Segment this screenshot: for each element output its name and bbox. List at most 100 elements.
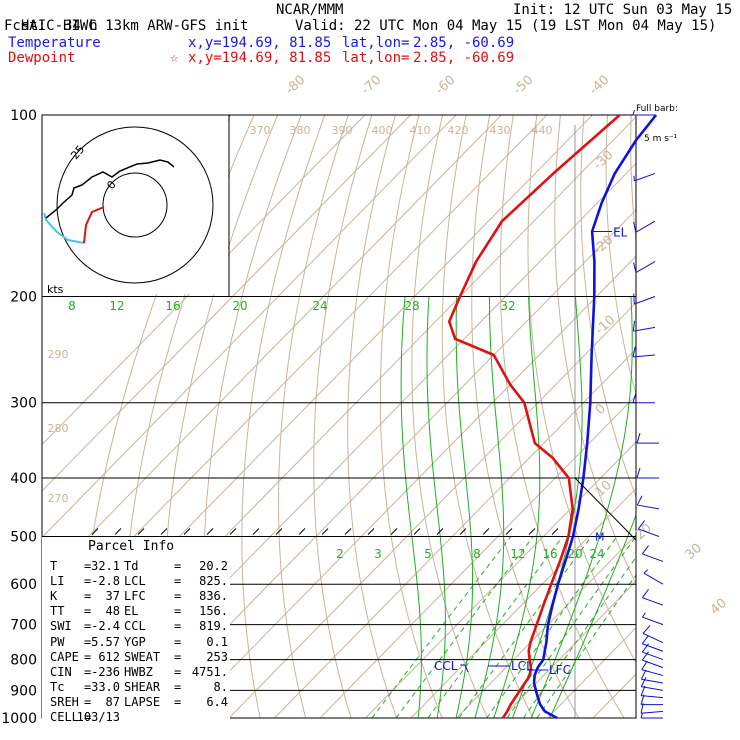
parcel-eq: = xyxy=(174,649,182,664)
theta-label: 420 xyxy=(448,124,469,137)
freezing-tick xyxy=(528,528,536,535)
parcel-value: 87 xyxy=(105,694,120,709)
isotherm-label: -70 xyxy=(359,73,385,98)
isotherm-label: 30 xyxy=(683,541,705,563)
dry-adiabat-line xyxy=(554,115,636,585)
freezing-tick xyxy=(413,528,421,535)
isotherm-label: 10 xyxy=(593,478,615,500)
wind-barb xyxy=(637,520,660,537)
parcel-info-title: Parcel Info xyxy=(88,539,175,554)
wind-barb-flag xyxy=(632,320,636,332)
parcel-row: CAPE = 612 SWEAT = 253 xyxy=(50,650,230,665)
temperature-xy: x,y=194.69, 81.85 xyxy=(188,35,332,51)
wind-barb-staff xyxy=(642,553,664,562)
dry-adiabat-line xyxy=(241,115,326,718)
hodograph-trace-low xyxy=(83,206,105,244)
parcel-key: CIN xyxy=(50,664,72,679)
parcel-eq: = xyxy=(84,619,92,634)
parcel-value: -2.4 xyxy=(91,619,120,634)
wind-barb xyxy=(636,432,659,444)
wind-barb xyxy=(641,651,664,669)
temperature-latlon-value: 2.85, -60.69 xyxy=(413,35,515,51)
hodograph-trace-surface xyxy=(43,212,85,244)
parcel-info-box: Parcel Info T = 32.1 Td = 20.2 LI = -2.8 LCL = 825.… xyxy=(42,537,230,729)
wind-barb xyxy=(641,643,664,661)
parcel-key: CCL xyxy=(124,619,146,634)
freezing-tick xyxy=(275,528,283,535)
mixing-ratio-label: 8 xyxy=(473,547,481,561)
mixing-ratio-line xyxy=(395,536,534,718)
parcel-value: 156. xyxy=(199,604,228,619)
parcel-eq: = xyxy=(84,679,92,694)
parcel-value: 32.1 xyxy=(91,559,120,573)
parcel-key: LFC xyxy=(124,589,146,604)
isotherm-line xyxy=(639,115,740,718)
moist-adiabat-label: 20 xyxy=(232,299,247,313)
freezing-tick xyxy=(160,528,168,535)
mixing-ratio-label: 3 xyxy=(374,547,382,561)
parcel-row: SWI = -2.4 CCL = 819. xyxy=(50,619,230,634)
isotherm-label: -30 xyxy=(591,148,617,173)
moist-adiabat-line xyxy=(493,296,541,718)
wind-barb xyxy=(641,660,664,676)
wind-barb xyxy=(641,588,664,606)
parcel-value: -236 xyxy=(91,664,120,679)
parcel-row: Tc = 33.0 SHEAR = 8. xyxy=(50,680,230,695)
wind-barb xyxy=(643,569,664,585)
wind-barb-flag xyxy=(641,660,648,671)
wind-barb-staff xyxy=(642,659,664,669)
parcel-key: T xyxy=(50,559,58,573)
wind-barb-staff xyxy=(634,172,656,182)
moist-adiabat-label: 12 xyxy=(109,299,124,313)
isotherm-label: -10 xyxy=(593,313,619,338)
moist-adiabat-label: 16 xyxy=(165,299,180,313)
theta-label: 430 xyxy=(490,124,511,137)
dewpoint-xy: x,y=194.69, 81.85 xyxy=(188,50,332,66)
wind-barb xyxy=(636,467,659,479)
wind-barb-staff xyxy=(642,632,664,644)
pressure-tick-label: 200 xyxy=(10,290,37,306)
freezing-tick xyxy=(321,528,329,535)
wind-barb-flag xyxy=(632,392,637,403)
parcel-value: 612 xyxy=(98,649,120,664)
parcel-eq: = xyxy=(84,710,92,724)
pressure-tick-label: 500 xyxy=(10,529,37,545)
dewpoint-latlon-value: 2.85, -60.69 xyxy=(413,50,515,66)
wind-barb xyxy=(632,392,655,404)
wind-barb-staff xyxy=(637,504,660,510)
isotherm-line xyxy=(137,209,636,718)
theta-label: 370 xyxy=(250,124,271,137)
moist-adiabat-line xyxy=(455,296,473,718)
temperature-legend: Temperature xyxy=(8,35,101,51)
barb-panel-title: Full barb: 5 m s⁻¹ xyxy=(636,84,678,154)
hodograph-ring-inner xyxy=(102,172,168,238)
parcel-value: 819. xyxy=(199,619,228,634)
mixing-ratio-line xyxy=(427,536,564,718)
freezing-tick xyxy=(505,528,513,535)
hodograph-trace-upper xyxy=(45,159,175,219)
isotherm-label: 40 xyxy=(708,596,730,618)
parcel-eq: = xyxy=(84,559,92,573)
parcel-eq: = xyxy=(174,664,182,679)
dry-adiabat-line xyxy=(678,115,740,731)
dry-adiabat-line xyxy=(580,115,636,499)
hodograph-ring-outer xyxy=(56,126,214,284)
ccl-label: CCL xyxy=(434,659,458,673)
mixing-ratio-label: 16 xyxy=(542,547,557,561)
isotherm-line xyxy=(365,441,636,718)
dry-adiabat-line xyxy=(702,115,740,731)
dewpoint-legend: Dewpoint xyxy=(8,50,76,66)
wind-barb xyxy=(640,712,663,719)
parcel-value: 20.2 xyxy=(199,559,228,573)
valid-time: Valid: 22 UTC Mon 04 May 15 (19 LST Mon … xyxy=(295,18,717,34)
parcel-value: 5.57 xyxy=(91,634,120,649)
wind-barb-flag xyxy=(640,669,647,680)
star-icon: ☆ xyxy=(170,50,179,66)
moist-adiabat-label: 8 xyxy=(68,299,76,313)
wind-barb-flag xyxy=(641,588,649,598)
init-time: Init: 12 UTC Sun 03 May 15 xyxy=(513,2,733,18)
parcel-row: T = 32.1 Td = 20.2 xyxy=(50,559,230,574)
mixing-ratio-line xyxy=(371,536,512,718)
wind-barb xyxy=(632,346,656,358)
isotherm-line xyxy=(42,115,411,492)
